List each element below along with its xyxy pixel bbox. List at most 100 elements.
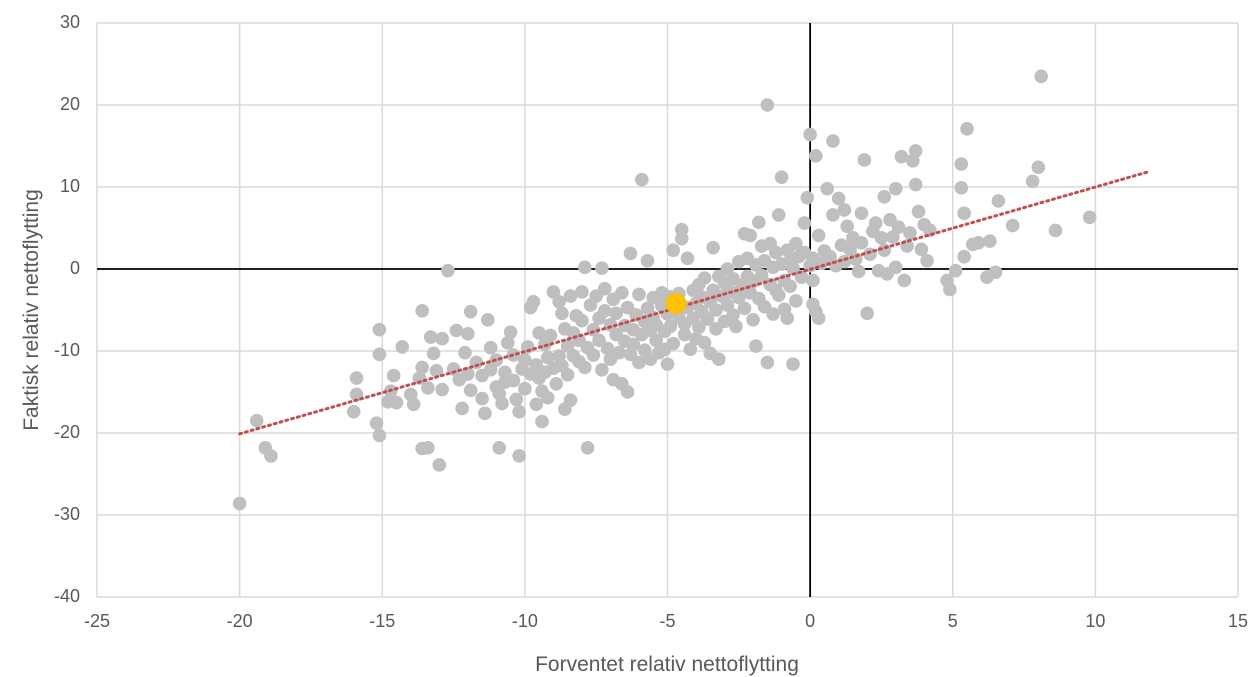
x-axis-title: Forventet relativ nettoflytting [535,653,799,676]
data-point [1025,174,1040,189]
data-point [983,234,997,248]
data-point [612,345,626,360]
data-point [626,337,641,352]
data-point [632,287,646,302]
data-point [435,382,449,397]
x-tick-label: 10 [1085,611,1105,631]
data-point [780,311,795,326]
data-point [888,181,903,196]
x-tick-label: 5 [948,611,958,631]
data-point [563,393,578,408]
y-tick-label: 30 [60,12,80,32]
data-point [349,371,364,385]
data-point [789,294,803,308]
data-point [600,341,615,356]
highlight-group [665,292,687,314]
data-point [478,406,492,421]
data-point [563,289,578,303]
data-point [389,395,404,410]
x-tick-label: -10 [512,611,538,631]
data-point [426,346,441,361]
data-point [509,392,524,407]
data-point [920,253,934,268]
y-tick-label: 10 [60,176,80,196]
data-point [421,381,435,395]
data-point [754,268,769,283]
data-point [1082,210,1097,225]
data-point [535,414,549,429]
data-point [697,271,712,285]
data-point [540,350,555,365]
data-point [423,330,438,344]
data-point [831,191,846,206]
data-point [820,181,835,196]
y-tick-label: -40 [54,586,80,606]
data-point [811,228,826,243]
data-point [346,404,361,419]
data-point [771,288,786,303]
data-point [943,282,957,297]
data-point [766,307,780,321]
data-point [771,208,786,222]
data-point [609,306,623,321]
data-point [908,144,923,158]
data-point [264,449,278,463]
data-point [726,308,740,322]
data-point [720,298,735,312]
data-point [948,263,963,278]
data-point [483,363,498,377]
data-point [663,319,678,334]
data-point [372,428,387,443]
data-point [512,404,526,419]
data-point [555,306,569,321]
data-point [868,216,883,230]
data-point [666,336,681,351]
data-point [783,279,797,294]
highlighted-point [665,292,687,314]
data-point [709,303,723,317]
data-point [406,397,421,412]
data-point [552,295,566,309]
data-point [461,326,475,341]
data-point [441,263,455,278]
data-point [971,235,986,250]
data-point [954,181,969,195]
data-point [666,243,681,257]
trendline [238,170,1149,436]
data-point [506,373,521,388]
data-point [746,313,760,327]
data-point [415,360,429,375]
data-point [769,245,783,260]
data-point [580,440,595,455]
data-point [860,306,874,321]
data-point [886,230,900,244]
data-point [1005,218,1020,233]
data-point [512,449,526,463]
data-point [674,222,689,237]
data-point [526,295,541,309]
data-point [435,331,449,346]
y-tick-label: 20 [60,94,80,114]
data-point [595,261,609,275]
data-point [575,313,589,328]
data-point [1048,223,1063,238]
data-point [720,262,735,276]
data-point [620,385,635,399]
data-point [463,383,478,398]
data-point [540,390,555,405]
data-point [518,353,532,367]
data-point [232,496,247,511]
data-point [649,333,663,348]
data-point [706,240,720,255]
x-tick-label: -25 [84,611,110,631]
data-point [597,304,612,318]
data-point [372,322,387,337]
x-tick-label: -20 [227,611,253,631]
data-point [475,391,489,406]
data-point [632,355,646,370]
data-point [595,363,609,377]
data-point [737,301,752,316]
data-point [1034,69,1048,84]
x-tick-label: 0 [805,611,815,631]
data-point [492,440,507,455]
